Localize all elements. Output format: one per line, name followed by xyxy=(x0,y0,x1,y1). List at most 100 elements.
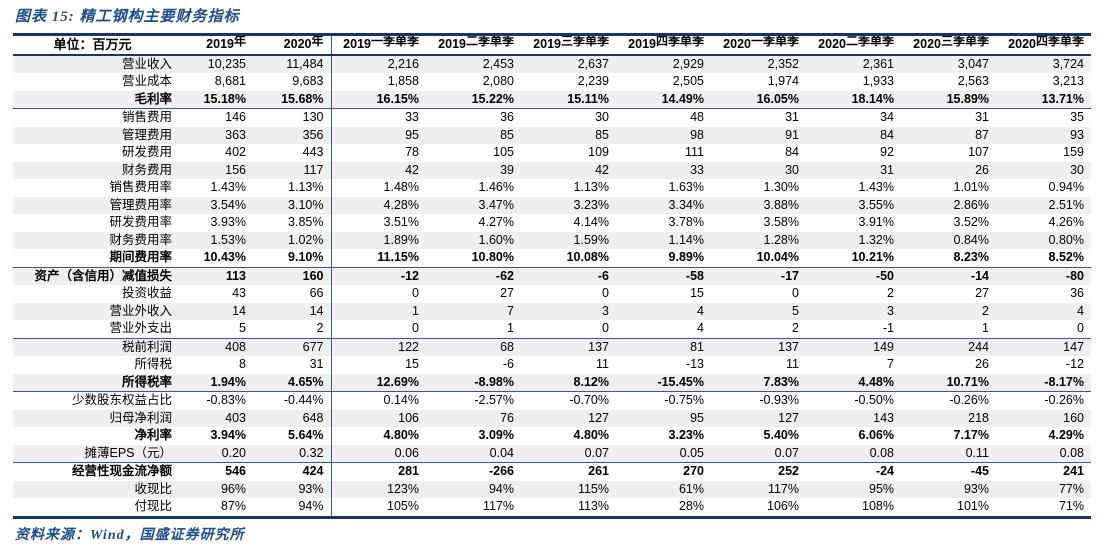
value-cell: 3,724 xyxy=(1052,56,1084,71)
value-cell: 8.52% xyxy=(1048,250,1084,264)
value-cell: -17 xyxy=(780,268,799,283)
source-note: 资料来源：Wind，国盛证券研究所 xyxy=(15,527,245,543)
value-cell: 26 xyxy=(975,162,989,177)
value-cell: 105 xyxy=(493,145,514,159)
column-header: 2019二季单季 xyxy=(438,34,514,52)
value-cell: 16.05% xyxy=(756,91,799,106)
value-cell: 1.53% xyxy=(210,232,246,247)
value-cell: 31 xyxy=(975,110,989,124)
value-cell: 9.89% xyxy=(668,250,704,264)
value-cell: 2.51% xyxy=(1048,197,1084,212)
column-header: 2019年 xyxy=(206,34,246,52)
table-row: 营业收入 10,235 11,484 2,216 2,453 2,637 2,929 2,35… xyxy=(13,54,1091,73)
value-cell: 0.07 xyxy=(774,445,799,460)
table-row: 营业外收入 14 14 1 7 3 4 5 3 2 4 xyxy=(13,302,1091,320)
row-label: 毛利率 xyxy=(134,91,172,106)
value-cell: 1.13% xyxy=(253,179,332,197)
value-cell: 81 xyxy=(690,339,704,354)
value-cell: 0 xyxy=(412,321,419,335)
value-cell: 1.94% xyxy=(210,374,246,389)
value-cell: 3.54% xyxy=(210,197,246,212)
value-cell: 1.59% xyxy=(573,232,609,247)
value-cell: 0.05 xyxy=(679,445,704,460)
value-cell: 3.93% xyxy=(210,215,246,229)
value-cell: 28% xyxy=(678,499,704,513)
value-cell: -50 xyxy=(875,268,894,283)
value-cell: 3.58% xyxy=(763,215,799,229)
value-cell: 9.10% xyxy=(253,249,332,267)
table-row: 管理费用率 3.54% 3.10% 4.28% 3.47% 3.23% 3.34% 3.88%… xyxy=(13,196,1091,214)
value-cell: 15.68% xyxy=(253,90,332,109)
value-cell: 3.91% xyxy=(858,215,894,229)
table-row: 营业成本 8,681 9,683 1,858 2,080 2,239 2,505 1,974 1… xyxy=(13,73,1091,91)
value-cell: 1.28% xyxy=(763,232,799,247)
value-cell: 0.20 xyxy=(221,445,246,460)
value-cell: 71% xyxy=(1058,499,1084,513)
value-cell: 107 xyxy=(968,145,989,159)
value-cell: -6 xyxy=(597,268,609,283)
value-cell: 84 xyxy=(785,145,799,159)
value-cell: 2,239 xyxy=(577,74,609,88)
value-cell: 2,216 xyxy=(387,56,419,71)
value-cell: 26 xyxy=(975,357,989,371)
value-cell: 94% xyxy=(488,481,514,496)
value-cell: 3,213 xyxy=(1052,74,1084,88)
value-cell: 10.71% xyxy=(946,374,989,389)
table-row: 税前利润 408 677 122 68 137 81 137 149 244 147 xyxy=(13,338,1091,356)
value-cell: 0 xyxy=(1077,321,1084,335)
value-cell: 5 xyxy=(792,303,799,318)
value-cell: 36 xyxy=(500,110,514,124)
value-cell: -2.57% xyxy=(474,393,514,407)
table-row: 净利率 3.94% 5.64% 4.80% 3.09% 4.80% 3.23% 5.40% 6.… xyxy=(13,427,1091,445)
row-label: 投资收益 xyxy=(121,286,172,300)
value-cell: 68 xyxy=(500,339,514,354)
value-cell: 2,563 xyxy=(957,74,989,88)
value-cell: 27 xyxy=(500,286,514,300)
table-row: 管理费用 363 356 95 85 85 98 91 84 87 93 xyxy=(13,126,1091,144)
value-cell: 93 xyxy=(1070,127,1084,142)
value-cell: 270 xyxy=(683,464,704,478)
value-cell: -0.26% xyxy=(1044,393,1084,407)
table-row: 归母净利润 403 648 106 76 127 95 127 143 218 160 xyxy=(13,409,1091,427)
table-row: 摊薄EPS（元） 0.20 0.32 0.06 0.04 0.07 0.05 0.07 0.08… xyxy=(13,444,1091,463)
table-row: 营业外支出 5 2 0 1 0 4 2 -1 1 0 xyxy=(13,320,1091,338)
value-cell: -14 xyxy=(970,268,989,283)
value-cell: 4.26% xyxy=(1048,215,1084,229)
value-cell: -1 xyxy=(882,321,894,335)
value-cell: 8,681 xyxy=(214,74,246,88)
value-cell: 127 xyxy=(588,410,609,425)
value-cell: 18.14% xyxy=(851,91,894,106)
value-cell: 4 xyxy=(697,321,704,335)
value-cell: 159 xyxy=(1063,145,1084,159)
table-row: 销售费用率 1.43% 1.13% 1.48% 1.46% 1.13% 1.63% 1.30%… xyxy=(13,179,1091,197)
value-cell: 0 xyxy=(602,321,609,335)
value-cell: 10.21% xyxy=(851,250,894,264)
value-cell: 33 xyxy=(405,110,419,124)
value-cell: 3.47% xyxy=(478,197,514,212)
value-cell: 117% xyxy=(482,499,514,513)
value-cell: 9,683 xyxy=(253,73,332,91)
value-cell: 160 xyxy=(1063,410,1084,425)
value-cell: 113% xyxy=(577,499,609,513)
column-header: 2020年 xyxy=(253,34,332,55)
value-cell: 0.08 xyxy=(869,445,894,460)
value-cell: 113 xyxy=(225,268,246,283)
column-header: 2019三季单季 xyxy=(533,34,609,52)
value-cell: 7 xyxy=(507,303,514,318)
value-cell: -12 xyxy=(1065,357,1084,371)
value-cell: 15.11% xyxy=(567,91,609,106)
row-label: 净利率 xyxy=(134,428,172,442)
value-cell: 1.14% xyxy=(668,232,704,247)
row-label: 所得税 xyxy=(134,357,172,371)
value-cell: 30 xyxy=(1070,162,1084,177)
table-row: 所得税率 1.94% 4.65% 12.69% -8.98% 8.12% -15.45% 7.… xyxy=(13,373,1091,392)
row-label: 营业外收入 xyxy=(109,303,172,318)
value-cell: -0.44% xyxy=(253,391,332,410)
table-row: 资产（含信用）减值损失 113 160 -12 -62 -6 -58 -17 -50 -14 -80 xyxy=(13,267,1091,285)
value-cell: 3.88% xyxy=(763,197,799,212)
value-cell: 93% xyxy=(253,480,332,498)
value-cell: -12 xyxy=(400,268,419,283)
value-cell: 42 xyxy=(595,162,609,177)
value-cell: 1.32% xyxy=(858,232,894,247)
